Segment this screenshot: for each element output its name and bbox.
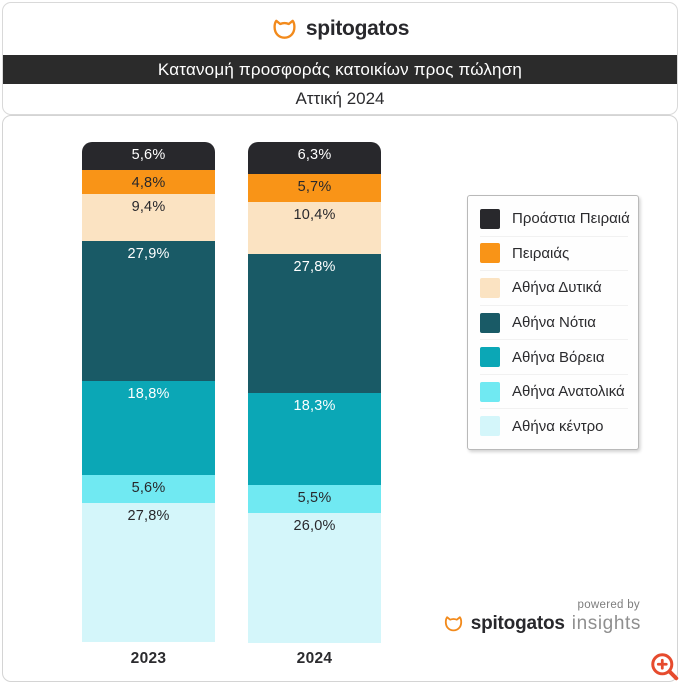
chart-subtitle: Αττική 2024 (295, 89, 385, 108)
bar-segment: 18,8% (82, 380, 215, 476)
legend-swatch (480, 416, 500, 437)
bar-segment: 4,8% (82, 170, 215, 195)
footer-brand: spitogatos (470, 613, 565, 634)
bar-segment: 27,8% (248, 254, 381, 394)
bar-segment: 5,5% (248, 485, 381, 513)
brand-name: spitogatos (305, 17, 410, 40)
powered-by-text: powered by (577, 599, 640, 611)
brand-logo: spitogatos (3, 3, 677, 55)
powered-by-block: powered by spitogatos insights (443, 599, 641, 635)
bar-segment: 5,7% (248, 173, 381, 203)
cat-icon (271, 18, 298, 41)
bar-segment: 18,3% (248, 393, 381, 486)
legend-swatch (480, 347, 500, 368)
chart-card: 5,6% 4,8% 9,4% 27,9% 18,8% 5,6% 27,8% 2023 6,3% 5… (2, 115, 680, 682)
zoom-in-icon[interactable] (649, 651, 680, 682)
bar-segment: 5,6% (82, 475, 215, 504)
bar-segment: 5,6% (82, 142, 215, 171)
bar-segment: 10,4% (248, 202, 381, 255)
legend-item: Αθήνα κέντρο (480, 409, 628, 443)
legend-label: Αθήνα Βόρεια (512, 348, 605, 366)
legend-swatch (480, 381, 500, 402)
bar-2023: 5,6% 4,8% 9,4% 27,9% 18,8% 5,6% 27,8% (82, 142, 215, 643)
chart-title: Κατανομή προσφοράς κατοικίων προς πώληση (3, 55, 677, 84)
legend-label: Αθήνα κέντρο (512, 417, 604, 435)
bar-segment: 26,0% (248, 512, 381, 643)
legend-item: Αθήνα Δυτικά (480, 271, 628, 306)
legend-item: Αθήνα Βόρεια (480, 340, 628, 375)
bar-segment: 27,9% (82, 241, 215, 381)
legend-label: Πειραιάς (512, 244, 570, 262)
legend-item: Αθήνα Νότια (480, 306, 628, 341)
legend-swatch (480, 277, 500, 298)
bar-segment: 27,8% (82, 503, 215, 643)
footer-product: insights (571, 613, 641, 634)
x-axis-label: 2023 (130, 650, 167, 667)
bar-segment: 9,4% (82, 194, 215, 242)
legend-label: Αθήνα Δυτικά (512, 279, 602, 297)
x-axis-label: 2024 (296, 650, 333, 667)
legend-label: Προάστια Πειραιά (512, 210, 630, 228)
bar-segment: 6,3% (248, 142, 381, 174)
legend-label: Αθήνα Ανατολικά (512, 383, 625, 401)
cat-icon-small (443, 615, 464, 633)
legend-swatch (480, 312, 500, 333)
legend-item: Προάστια Πειραιά (480, 202, 630, 237)
legend-item: Αθήνα Ανατολικά (480, 375, 628, 410)
legend-swatch (480, 208, 500, 229)
legend-item: Πειραιάς (480, 237, 628, 272)
header-card: spitogatos Κατανομή προσφοράς κατοικίων … (2, 2, 678, 115)
legend-label: Αθήνα Νότια (512, 314, 596, 332)
bar-2024: 6,3% 5,7% 10,4% 27,8% 18,3% 5,5% 26,0% (248, 142, 381, 643)
legend-swatch (480, 243, 500, 264)
chart-legend: Προάστια Πειραιά Πειραιάς Αθήνα Δυτικά Αθήν… (467, 195, 639, 450)
